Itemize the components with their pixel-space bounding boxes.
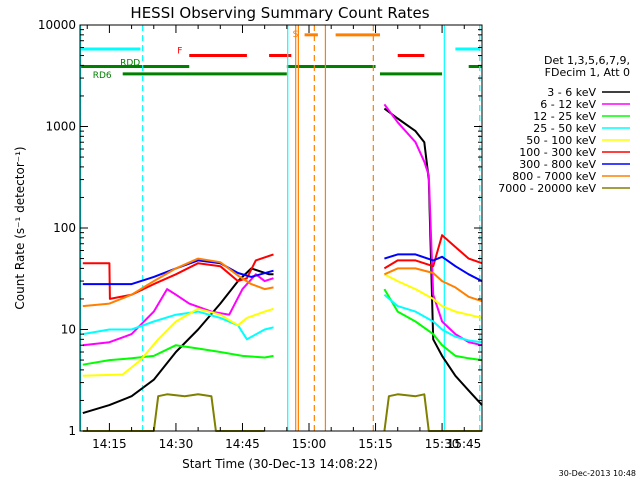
x-tick-label: 14:45	[225, 437, 260, 451]
chart-title: HESSI Observing Summary Count Rates	[130, 4, 429, 22]
series-line	[383, 234, 483, 270]
plot-frame	[79, 24, 483, 432]
legend-header: FDecim 1, Att 0	[545, 66, 630, 79]
x-tick-label: 14:15	[92, 437, 127, 451]
legend-label: 100 - 300 keV	[519, 146, 596, 159]
series-line	[82, 344, 274, 366]
legend-header: Det 1,3,5,6,7,9,	[544, 54, 630, 67]
series-line	[383, 293, 483, 344]
x-axis-label: Start Time (30-Dec-13 14:08:22)	[182, 457, 378, 471]
legend-label: 25 - 50 keV	[533, 122, 596, 135]
y-tick-label: 10000	[38, 18, 76, 32]
legend: Det 1,3,5,6,7,9,FDecim 1, Att 0 3 - 6 keV…	[498, 54, 630, 195]
flag-label: RDD	[120, 59, 140, 69]
y-axis: 1 10 100 1000 10000	[38, 18, 482, 438]
series-line	[82, 267, 274, 415]
y-axis-label: Count Rate (s⁻¹ detector⁻¹)	[13, 146, 27, 309]
legend-label: 6 - 12 keV	[540, 98, 596, 111]
series-line	[383, 267, 483, 303]
flag-label: F	[177, 47, 182, 57]
x-tick-label: 15:45	[447, 437, 482, 451]
flag-label: RD6	[93, 71, 112, 81]
series-line	[82, 393, 265, 432]
y-tick-label: 1	[68, 424, 76, 438]
series-line	[82, 273, 274, 347]
legend-label: 800 - 7000 keV	[512, 170, 596, 183]
timestamp: 30-Dec-2013 10:48	[559, 469, 636, 478]
series-line	[82, 307, 274, 377]
legend-label: 300 - 800 keV	[519, 158, 596, 171]
series-line	[383, 273, 483, 319]
legend-label: 3 - 6 keV	[547, 86, 596, 99]
series-line	[82, 310, 274, 341]
flag-bars: NFSRDDRD6	[80, 30, 482, 81]
series-line	[383, 393, 482, 432]
y-tick-label: 100	[53, 221, 76, 235]
y-tick-label: 10	[61, 323, 76, 337]
legend-label: 12 - 25 keV	[533, 110, 596, 123]
x-tick-label: 15:15	[358, 437, 393, 451]
x-tick-label: 15:00	[292, 437, 327, 451]
vertical-markers	[79, 25, 481, 431]
legend-label: 7000 - 20000 keV	[498, 182, 596, 195]
legend-label: 50 - 100 keV	[526, 134, 596, 147]
series-line	[383, 288, 483, 362]
series-line	[82, 253, 274, 300]
x-tick-label: 14:30	[159, 437, 194, 451]
series-lines	[82, 103, 483, 432]
y-tick-label: 1000	[45, 120, 76, 134]
x-tick-label: 15:30	[425, 437, 460, 451]
series-line	[82, 257, 274, 308]
series-line	[384, 253, 483, 282]
